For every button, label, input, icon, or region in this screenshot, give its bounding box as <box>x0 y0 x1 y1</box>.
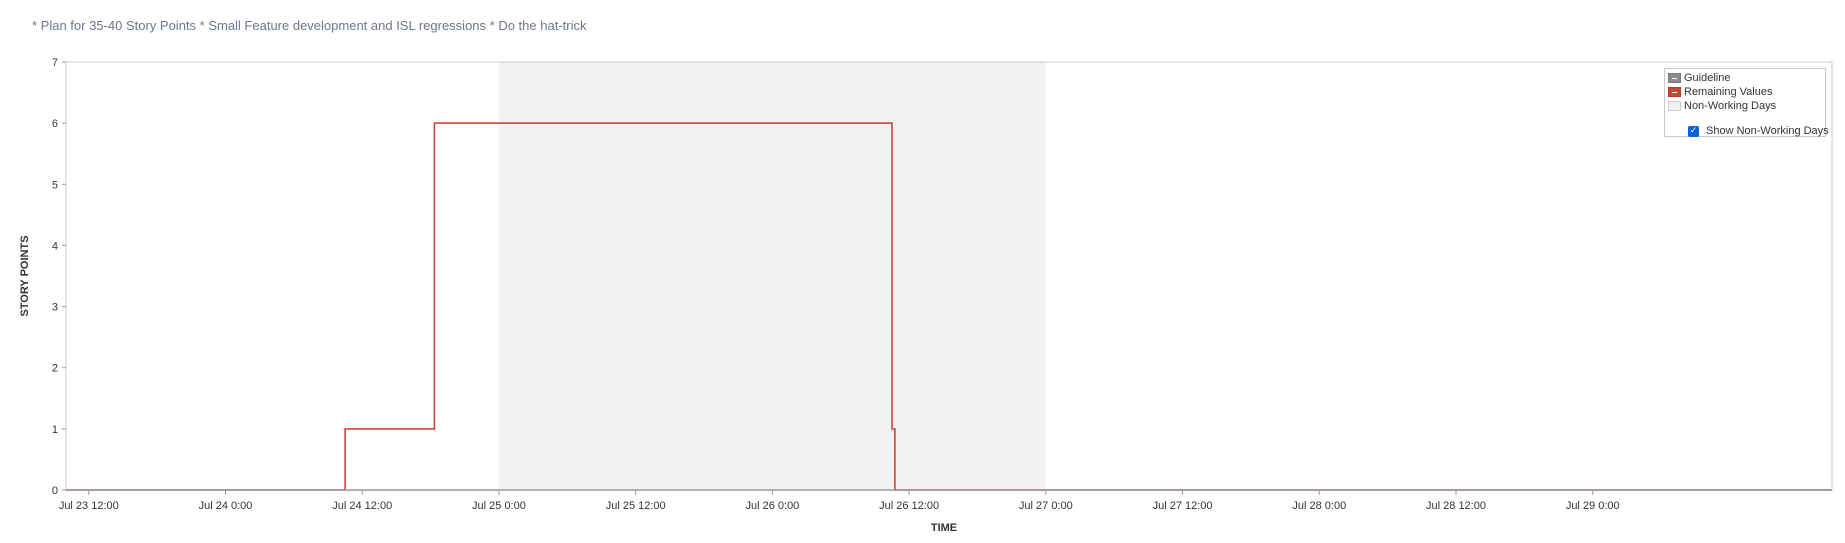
legend-label-non-working: Non-Working Days <box>1684 100 1777 112</box>
x-tick-label: Jul 27 12:00 <box>1153 500 1213 512</box>
y-axis-ticks: 0 1 2 3 4 5 6 7 <box>52 57 66 497</box>
x-tick-label: Jul 26 0:00 <box>745 500 799 512</box>
chart-legend: Guideline Remaining Values Non-Working D… <box>1664 68 1829 137</box>
legend-item-non-working[interactable]: Non-Working Days <box>1668 99 1776 113</box>
y-axis-label: STORY POINTS <box>19 235 31 316</box>
y-tick-label: 5 <box>52 179 58 191</box>
x-tick-label: Jul 24 0:00 <box>199 500 253 512</box>
show-non-working-label: Show Non-Working Days <box>1706 125 1829 137</box>
y-tick-label: 7 <box>52 57 58 69</box>
y-tick-label: 3 <box>52 302 58 314</box>
chart-series <box>66 122 1832 491</box>
x-axis-label: TIME <box>931 522 957 534</box>
x-tick-label: Jul 26 12:00 <box>879 500 939 512</box>
sprint-goal-text: * Plan for 35-40 Story Points * Small Fe… <box>32 18 587 33</box>
remaining-values-line <box>66 122 1832 491</box>
x-axis-ticks: Jul 23 12:00 Jul 24 0:00 Jul 24 12:00 Jul 2… <box>59 490 1620 512</box>
non-working-swatch-icon <box>1668 101 1681 111</box>
x-tick-label: Jul 28 0:00 <box>1292 500 1346 512</box>
non-working-bands <box>498 62 1046 490</box>
guideline-swatch-icon <box>1668 73 1681 83</box>
y-tick-label: 2 <box>52 363 58 375</box>
x-tick-label: Jul 23 12:00 <box>59 500 119 512</box>
legend-label-guideline: Guideline <box>1684 72 1731 84</box>
non-working-band <box>498 62 1046 490</box>
x-tick-label: Jul 28 12:00 <box>1426 500 1486 512</box>
x-tick-label: Jul 27 0:00 <box>1019 500 1073 512</box>
legend-item-remaining[interactable]: Remaining Values <box>1668 85 1772 99</box>
y-tick-label: 1 <box>52 424 58 436</box>
x-tick-label: Jul 24 12:00 <box>332 500 392 512</box>
x-tick-label: Jul 29 0:00 <box>1566 500 1620 512</box>
remaining-swatch-icon <box>1668 87 1681 97</box>
y-tick-label: 0 <box>52 485 58 497</box>
legend-label-remaining: Remaining Values <box>1684 86 1773 98</box>
x-tick-label: Jul 25 0:00 <box>472 500 526 512</box>
legend-item-guideline[interactable]: Guideline <box>1668 71 1730 85</box>
checkbox-checked-icon[interactable]: ✓ <box>1688 125 1699 137</box>
y-tick-label: 4 <box>52 240 58 252</box>
x-tick-label: Jul 25 12:00 <box>606 500 666 512</box>
y-tick-label: 6 <box>52 118 58 130</box>
show-non-working-toggle[interactable]: ✓ Show Non-Working Days <box>1688 125 1829 137</box>
